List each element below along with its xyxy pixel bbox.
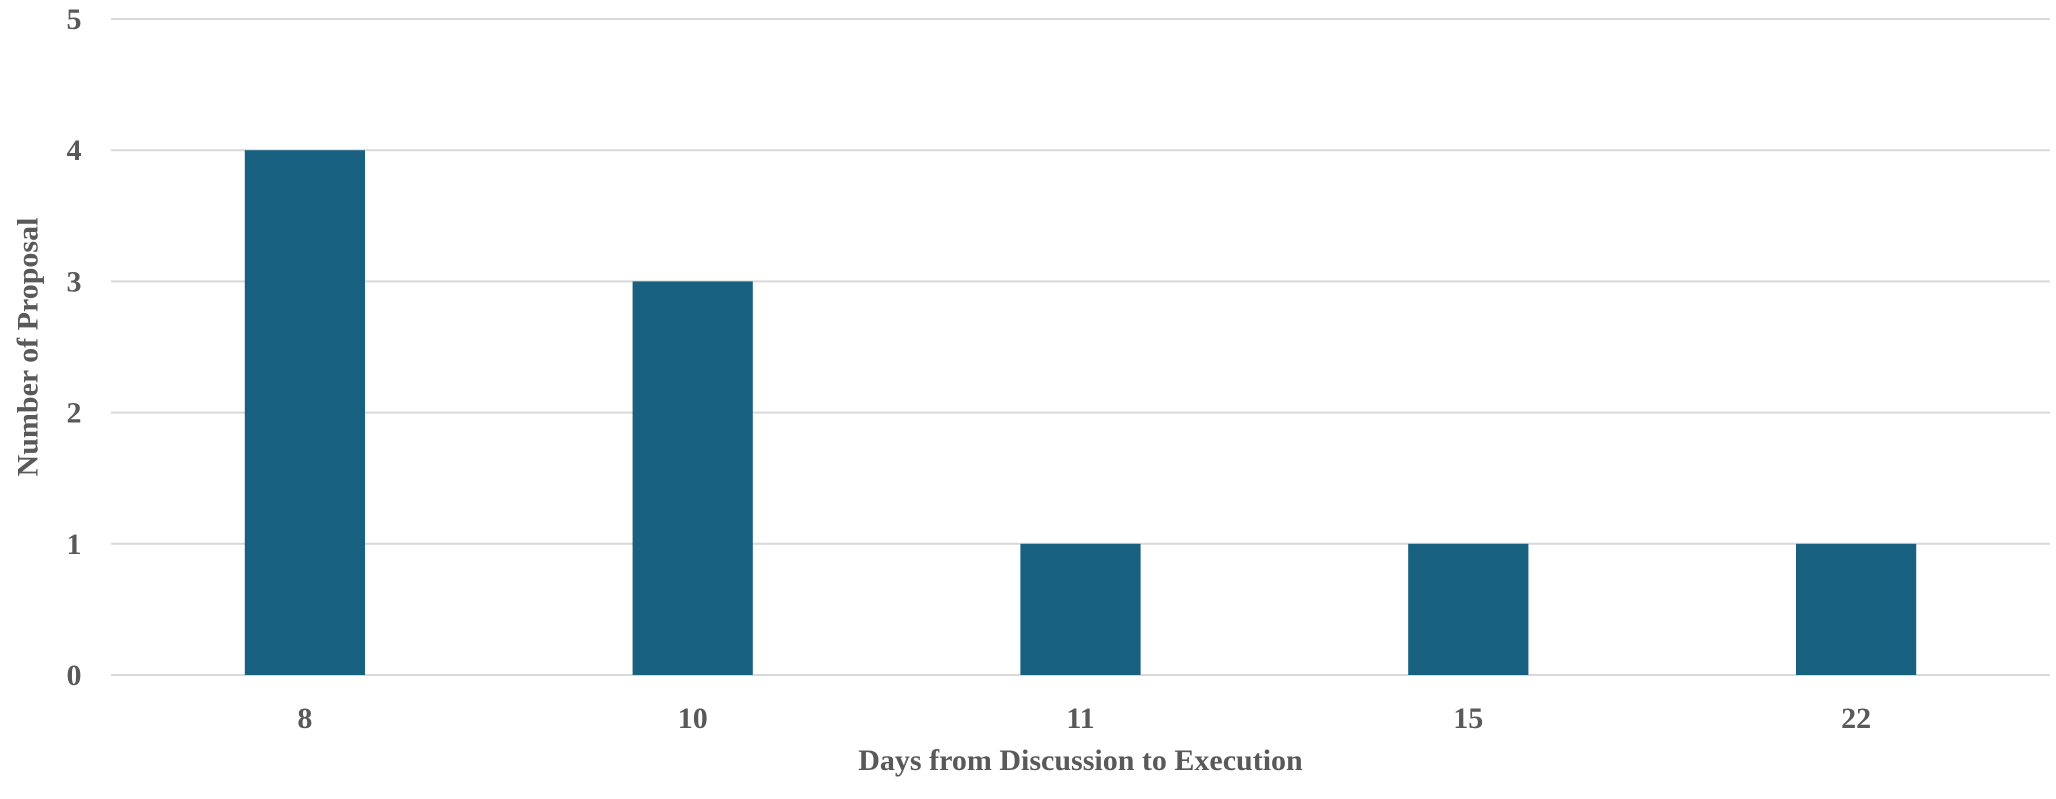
y-tick-label: 1 <box>67 528 82 561</box>
y-tick-label: 5 <box>67 3 82 36</box>
x-axis-ticks: 8 10 11 15 22 <box>297 702 1871 735</box>
bars <box>244 150 1917 675</box>
x-tick-label: 11 <box>1066 702 1094 735</box>
x-tick-label: 10 <box>678 702 708 735</box>
gridlines <box>111 18 2050 676</box>
y-tick-label: 3 <box>67 265 82 298</box>
bar-22 <box>1795 543 1917 675</box>
x-axis-title: Days from Discussion to Execution <box>858 744 1303 777</box>
x-tick-label: 22 <box>1841 702 1871 735</box>
y-tick-label: 2 <box>67 397 82 430</box>
y-tick-label: 4 <box>67 134 82 167</box>
bar-8 <box>244 150 366 675</box>
bar-11 <box>1020 543 1141 675</box>
y-axis-title: Number of Proposal <box>12 218 45 477</box>
x-tick-label: 15 <box>1453 702 1483 735</box>
x-tick-label: 8 <box>297 702 312 735</box>
y-axis-ticks: 0 1 2 3 4 5 <box>67 3 82 692</box>
bar-10 <box>632 281 753 675</box>
y-tick-label: 0 <box>67 659 82 692</box>
bar-15 <box>1408 543 1529 675</box>
